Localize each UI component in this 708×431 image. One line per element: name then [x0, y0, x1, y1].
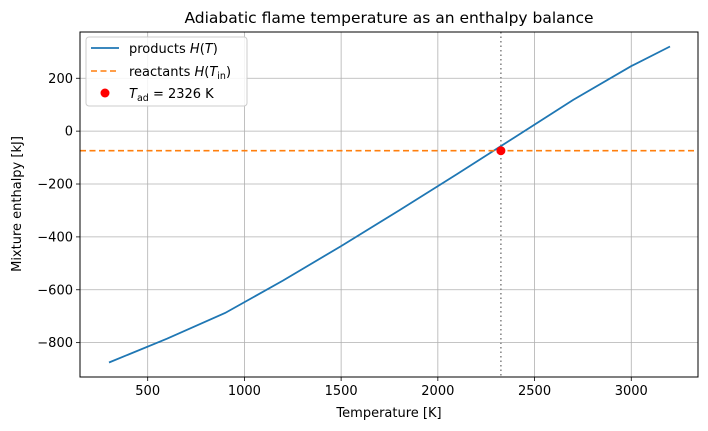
plot-frame	[79, 31, 699, 378]
y-tick-label: 200	[48, 72, 73, 87]
legend-products-main: products	[129, 42, 190, 57]
x-tick-label: 500	[135, 384, 160, 399]
x-axis-label: Temperature [K]	[335, 406, 441, 421]
legend-products-t: T	[205, 42, 214, 57]
y-tick-label: 0	[65, 125, 73, 140]
y-tick-label: −400	[37, 230, 73, 245]
x-tick-label: 2000	[421, 384, 454, 399]
y-tick-label: −800	[37, 336, 73, 351]
plot-lines	[80, 32, 698, 377]
legend-label-marker: Tad = 2326 K	[129, 87, 214, 104]
legend-reactants-close: )	[226, 65, 231, 80]
legend-products-close: )	[213, 42, 218, 57]
legend: products H(T)reactants H(Tin)Tad = 2326 …	[85, 36, 248, 107]
y-tick-label: −600	[37, 283, 73, 298]
legend-reactants-paren: (	[204, 65, 209, 80]
x-tick-label: 1500	[325, 384, 358, 399]
legend-box	[85, 36, 248, 107]
legend-products-italic: H	[190, 42, 200, 57]
legend-marker-sub: ad	[137, 93, 149, 104]
y-axis-label: Mixture enthalpy [kJ]	[10, 136, 25, 272]
legend-reactants-main: reactants	[129, 65, 194, 80]
chart-title: Adiabatic flame temperature as an enthal…	[184, 9, 593, 27]
legend-swatch-marker	[100, 88, 110, 98]
legend-reactants-sub: in	[217, 71, 226, 82]
legend-marker-tail: = 2326 K	[149, 87, 214, 102]
legend-reactants-italic: H	[194, 65, 204, 80]
legend-label-products: products H(T)	[129, 42, 218, 57]
x-tick-label: 1000	[228, 384, 261, 399]
x-tick-label: 2500	[518, 384, 551, 399]
series-products-line	[108, 45, 671, 364]
x-tick-label: 3000	[615, 384, 648, 399]
legend-products-paren: (	[200, 42, 205, 57]
legend-marker-italic: T	[129, 87, 138, 102]
y-tick-label: −200	[37, 178, 73, 193]
adiabatic-temperature-marker	[496, 146, 506, 156]
legend-label-reactants: reactants H(Tin)	[129, 65, 231, 82]
legend-reactants-t: T	[209, 65, 218, 80]
ticks: 500 1000 1500 2000 2500 3000 −800 −600 −400 −200 0…	[37, 72, 648, 399]
